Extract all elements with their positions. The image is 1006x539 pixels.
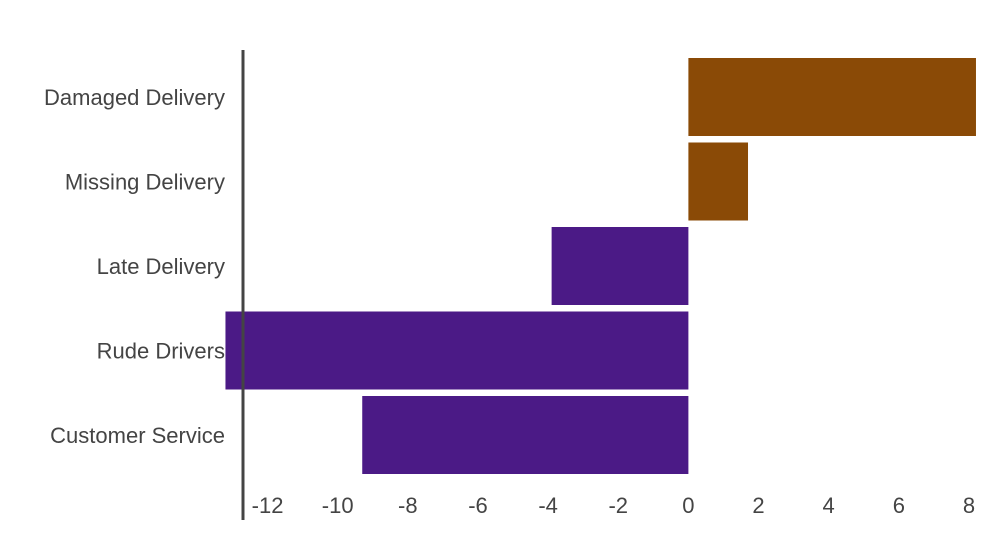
x-axis-ticks: -12 -10 -8 -6 -4 -2 0 2 4 6 8 (252, 493, 975, 518)
category-label-rude-drivers: Rude Drivers (97, 339, 225, 364)
bars-layer (225, 58, 976, 474)
x-tick-label: -8 (398, 493, 418, 518)
category-label-customer-service: Customer Service (50, 423, 225, 448)
category-label-damaged-delivery: Damaged Delivery (44, 85, 225, 110)
bar-damaged-delivery (688, 58, 976, 136)
x-tick-label: 6 (893, 493, 905, 518)
x-tick-label: 0 (682, 493, 694, 518)
x-tick-label: 4 (823, 493, 835, 518)
x-tick-label: -10 (322, 493, 354, 518)
category-label-missing-delivery: Missing Delivery (65, 170, 225, 195)
x-tick-label: -6 (468, 493, 488, 518)
bar-customer-service (362, 396, 689, 474)
bar-late-delivery (551, 227, 689, 305)
x-tick-label: 2 (752, 493, 764, 518)
x-tick-label: 8 (963, 493, 975, 518)
x-tick-label: -4 (538, 493, 558, 518)
category-label-late-delivery: Late Delivery (97, 254, 225, 279)
bar-rude-drivers (225, 311, 689, 390)
bar-missing-delivery (688, 142, 749, 221)
category-labels: Damaged Delivery Missing Delivery Late Del… (44, 85, 225, 448)
x-tick-label: -12 (252, 493, 284, 518)
x-tick-label: -2 (608, 493, 628, 518)
